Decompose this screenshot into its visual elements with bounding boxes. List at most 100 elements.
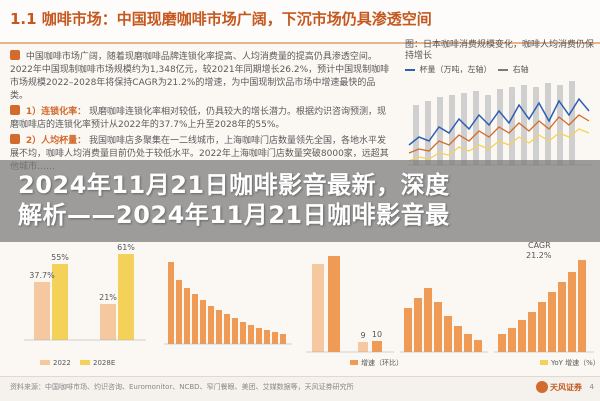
data-label: 21%: [99, 293, 117, 302]
headline-line-2: 解析——2024年11月21日咖啡影音最: [18, 201, 450, 229]
bullet-icon: [10, 50, 20, 60]
chart-bar: [545, 83, 551, 165]
chart-bar: [569, 81, 575, 165]
per-capita-chart: 9 10: [306, 256, 394, 353]
chart-bar: [538, 302, 546, 352]
chart-bar: [404, 308, 412, 352]
slide-header: 1.1 咖啡市场：中国现磨咖啡市场广阔，下沉市场仍具渗透空间: [0, 0, 600, 44]
chart-bar: [528, 312, 536, 352]
chart-bar: [437, 97, 443, 165]
japan-coffee-chart: 图：日本咖啡消费规模变化，咖啡人均消费仍保持增长 杯量（万吨，左轴） 右轴: [405, 40, 595, 180]
intro-paragraph: 中国咖啡市场广阔，随着现磨咖啡品牌连锁化率提高、人均消费量的提高仍具渗透空间。2…: [10, 50, 390, 103]
city-store-chart: [164, 262, 292, 345]
headline: 2024年11月21日咖啡影音最新，深度 解析——2024年11月21日咖啡影音…: [18, 170, 588, 230]
cagr-label: CAGR: [528, 242, 551, 250]
chart-bar: [474, 340, 482, 352]
chart-bar: [485, 95, 491, 165]
chart-bar: [464, 334, 472, 352]
data-label: 9: [360, 331, 365, 340]
chart-bar: [568, 272, 576, 352]
bullet-icon: [10, 134, 20, 144]
brand-logo: 天风证券: [536, 381, 582, 393]
legend-swatch-yoy: [540, 360, 548, 365]
chart-bar: [256, 328, 262, 344]
legend-2022: 2022: [53, 359, 71, 367]
chart-bar: [454, 326, 462, 352]
chart-bar: [498, 334, 506, 352]
legend-swatch-bar: [498, 68, 509, 71]
chart-bar: [208, 306, 214, 344]
chart-bar: [280, 334, 286, 344]
headline-overlay: [0, 160, 600, 242]
chart-bar: [461, 93, 467, 165]
data-label: 10: [372, 330, 382, 339]
section-title: 1.1 咖啡市场：中国现磨咖啡市场广阔，下沉市场仍具渗透空间: [10, 8, 432, 29]
chart-bar: [578, 260, 586, 352]
chart-bar: [533, 87, 539, 165]
chart-bar: [248, 325, 254, 344]
bottom-charts: 37.7% 55% 21% 61% 2022 2028E: [0, 241, 600, 370]
chart-bar: [413, 105, 419, 165]
data-label: 37.7%: [29, 271, 55, 280]
headline-line-1: 2024年11月21日咖啡影音最新，深度: [18, 171, 450, 199]
chart-bar: [192, 294, 198, 344]
chart-bar: [184, 288, 190, 344]
chart-bar: [548, 292, 556, 352]
chart-bar: [200, 300, 206, 344]
series-line-yellow: [408, 128, 590, 162]
chart-bar: [168, 262, 174, 344]
logo-icon: [536, 381, 548, 393]
bullet-text: 现磨咖啡连锁化率相对较低，仍具较大的增长潜力。根据灼识咨询预测，现磨咖啡店的连锁…: [10, 107, 387, 130]
chart-bar: [52, 264, 68, 340]
chart-bar: [328, 256, 340, 352]
chart-bar: [232, 318, 238, 344]
chart-legend: 杯量（万吨，左轴） 右轴: [405, 64, 595, 75]
market-size-chart: [400, 288, 488, 353]
series-line-orange: [408, 114, 590, 154]
legend-swatch-growth: [350, 360, 358, 365]
chart-bar: [372, 341, 382, 352]
bottom-charts-svg: 37.7% 55% 21% 61% 2022 2028E: [24, 241, 600, 367]
chart-bar: [312, 264, 324, 352]
chart-bar: [240, 322, 246, 344]
legend-swatch-2022: [40, 360, 50, 365]
source-note: 资料来源：中国咖啡市场、灼识咨询、Euromonitor、NCBD、窄门餐眼、美…: [10, 383, 354, 391]
legend-swatch-2028: [80, 360, 90, 365]
chart-bar: [558, 282, 566, 352]
chart-bar: [414, 298, 422, 352]
chart-bar: [176, 280, 182, 344]
chart-bar: [473, 91, 479, 165]
chart-bar: [444, 316, 452, 352]
chart-bar: [358, 342, 368, 352]
bar-group: [413, 81, 575, 165]
chart-bar: [118, 254, 134, 340]
data-label: 55%: [51, 253, 69, 262]
legend-growth: 增速（环比）: [361, 358, 403, 367]
chart-title: 图：日本咖啡消费规模变化，咖啡人均消费仍保持增长: [405, 40, 595, 61]
chart-bar: [216, 310, 222, 344]
cagr-chart: CAGR 21.2%: [494, 241, 594, 353]
chart-bar: [434, 302, 442, 352]
cagr-value: 21.2%: [526, 251, 552, 260]
bullet-chain-rate: 1）连锁化率： 现磨咖啡连锁化率相对较低，仍具较大的增长潜力。根据灼识咨询预测，…: [10, 105, 390, 132]
bullet-icon: [10, 105, 20, 115]
legend-a: 杯量（万吨，左轴）: [419, 65, 492, 74]
chart-bar: [518, 320, 526, 352]
chart-bar: [557, 85, 563, 165]
chart-bar: [100, 304, 116, 340]
logo-text: 天风证券: [550, 383, 582, 392]
slide-footer: 资料来源：中国咖啡市场、灼识咨询、Euromonitor、NCBD、窄门餐眼、美…: [0, 376, 600, 401]
legend-2028: 2028E: [93, 359, 115, 367]
bullet-label: 1）连锁化率：: [25, 107, 87, 117]
chart-bar: [224, 314, 230, 344]
section-title-text: 1.1 咖啡市场：中国现磨咖啡市场广阔，下沉市场仍具渗透空间: [10, 10, 432, 28]
chart-bar: [521, 85, 527, 165]
chain-rate-chart: 37.7% 55% 21% 61% 2022 2028E: [24, 243, 146, 367]
chart-bar: [509, 87, 515, 165]
chart-bar: [425, 101, 431, 165]
legend-b: 右轴: [512, 65, 529, 74]
chart-bar: [34, 282, 50, 340]
bullet-label: 2）人均杯量：: [25, 136, 87, 146]
data-label: 61%: [117, 243, 135, 252]
